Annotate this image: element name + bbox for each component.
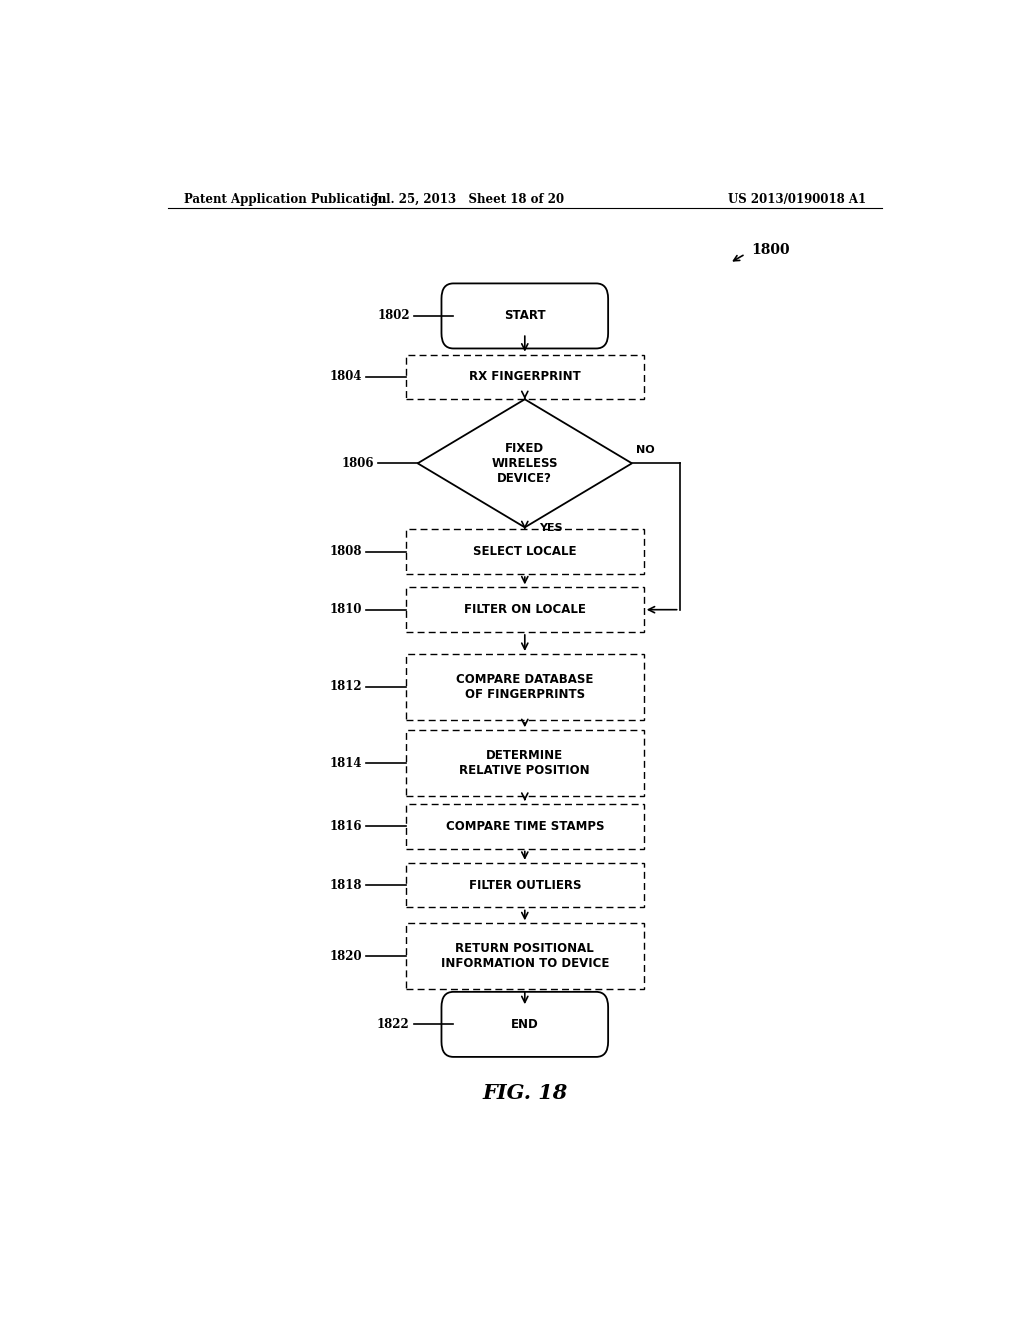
Text: COMPARE TIME STAMPS: COMPARE TIME STAMPS	[445, 820, 604, 833]
FancyBboxPatch shape	[441, 991, 608, 1057]
Text: 1814: 1814	[330, 756, 362, 770]
Text: US 2013/0190018 A1: US 2013/0190018 A1	[728, 193, 866, 206]
Text: 1804: 1804	[330, 371, 362, 383]
Text: 1820: 1820	[330, 950, 362, 962]
FancyBboxPatch shape	[406, 863, 644, 907]
Text: Patent Application Publication: Patent Application Publication	[183, 193, 386, 206]
Text: 1800: 1800	[751, 243, 790, 257]
Text: 1818: 1818	[330, 879, 362, 891]
Polygon shape	[418, 399, 632, 528]
Text: START: START	[504, 309, 546, 322]
Text: END: END	[511, 1018, 539, 1031]
Text: DETERMINE
RELATIVE POSITION: DETERMINE RELATIVE POSITION	[460, 750, 590, 777]
Text: FILTER ON LOCALE: FILTER ON LOCALE	[464, 603, 586, 616]
FancyBboxPatch shape	[441, 284, 608, 348]
Text: FIXED
WIRELESS
DEVICE?: FIXED WIRELESS DEVICE?	[492, 442, 558, 484]
FancyBboxPatch shape	[406, 923, 644, 989]
FancyBboxPatch shape	[406, 653, 644, 719]
Text: FILTER OUTLIERS: FILTER OUTLIERS	[469, 879, 581, 891]
Text: 1802: 1802	[377, 309, 410, 322]
Text: SELECT LOCALE: SELECT LOCALE	[473, 545, 577, 558]
Text: 1822: 1822	[377, 1018, 410, 1031]
Text: 1808: 1808	[330, 545, 362, 558]
FancyBboxPatch shape	[406, 587, 644, 632]
FancyBboxPatch shape	[406, 730, 644, 796]
Text: COMPARE DATABASE
OF FINGERPRINTS: COMPARE DATABASE OF FINGERPRINTS	[456, 673, 594, 701]
Text: 1806: 1806	[342, 457, 374, 470]
Text: 1812: 1812	[330, 680, 362, 693]
Text: YES: YES	[539, 523, 563, 533]
Text: Jul. 25, 2013   Sheet 18 of 20: Jul. 25, 2013 Sheet 18 of 20	[373, 193, 565, 206]
FancyBboxPatch shape	[406, 355, 644, 399]
Text: 1816: 1816	[330, 820, 362, 833]
FancyBboxPatch shape	[406, 804, 644, 849]
Text: NO: NO	[636, 445, 654, 455]
Text: 1810: 1810	[330, 603, 362, 616]
Text: RETURN POSITIONAL
INFORMATION TO DEVICE: RETURN POSITIONAL INFORMATION TO DEVICE	[440, 942, 609, 970]
FancyBboxPatch shape	[406, 529, 644, 574]
Text: FIG. 18: FIG. 18	[482, 1084, 567, 1104]
Text: RX FINGERPRINT: RX FINGERPRINT	[469, 371, 581, 383]
